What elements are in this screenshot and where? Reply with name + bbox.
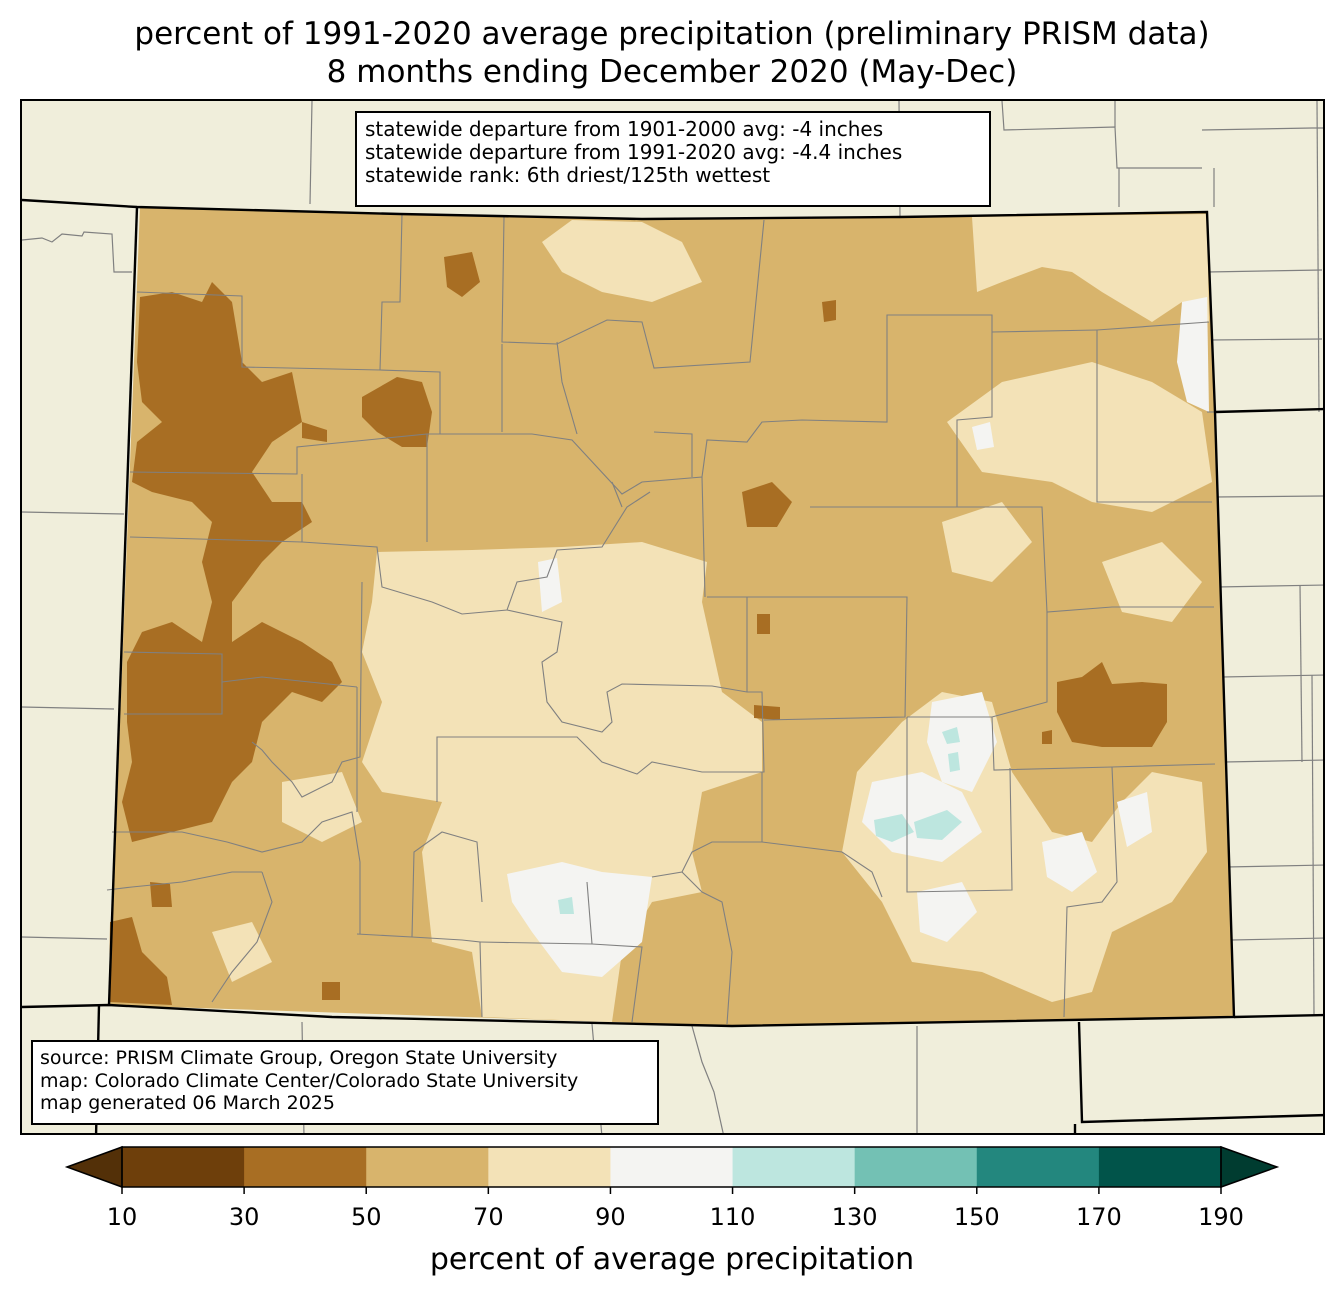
colorbar-tick-label: 30 (228, 1203, 260, 1231)
credits-map: map: Colorado Climate Center/Colorado St… (40, 1069, 579, 1092)
colorbar-tick-label: 170 (1075, 1203, 1122, 1231)
state-borders (22, 198, 1323, 1133)
neighbor-county-lines (22, 101, 1323, 1133)
colorbar-tick-label: 190 (1198, 1203, 1244, 1231)
colorbar-bin (366, 1147, 489, 1187)
colorbar-tick-label: 110 (709, 1203, 756, 1231)
colorbar-tick-label: 50 (350, 1203, 382, 1231)
colorbar-tick-label: 10 (106, 1203, 138, 1231)
colorbar-label: percent of average precipitation (429, 1242, 915, 1277)
colorbar-tick-label: 70 (473, 1203, 504, 1231)
colorbar-tick-label: 150 (953, 1203, 1000, 1231)
map-panel (20, 99, 1325, 1135)
statewide-stats-box: statewide departure from 1901-2000 avg: … (355, 111, 991, 207)
colorbar-bin (854, 1147, 978, 1187)
colorbar-bin (488, 1147, 611, 1187)
precip-110-130-regions (558, 727, 962, 914)
map-subtitle: 8 months ending December 2020 (May-Dec) (326, 54, 1018, 90)
map-title: percent of 1991-2020 average precipitati… (134, 16, 1210, 52)
colorbar-bin (976, 1147, 1100, 1187)
colorbar-bin (610, 1147, 734, 1187)
colorbar-tick-label: 130 (831, 1203, 878, 1231)
precip-30-50-regions (109, 252, 1167, 1005)
stats-departure-1991-2020: statewide departure from 1991-2020 avg: … (365, 140, 903, 164)
colorbar-bin (732, 1147, 856, 1187)
colorbar-under-arrow (67, 1147, 122, 1187)
stats-departure-1901-2000: statewide departure from 1901-2000 avg: … (365, 117, 884, 141)
county-lines (106, 213, 1216, 1025)
credits-source: source: PRISM Climate Group, Oregon Stat… (40, 1047, 558, 1069)
colorbar-bin (122, 1147, 245, 1187)
colorbar-bin (244, 1147, 367, 1187)
stats-rank: statewide rank: 6th driest/125th wettest (365, 163, 771, 187)
colorbar-bin (1098, 1147, 1222, 1187)
credits-generated: map generated 06 March 2025 (40, 1092, 335, 1114)
colorbar-tick-label: 90 (595, 1203, 626, 1231)
credits-box: source: PRISM Climate Group, Oregon Stat… (31, 1040, 659, 1125)
colorbar-over-arrow (1221, 1147, 1277, 1187)
